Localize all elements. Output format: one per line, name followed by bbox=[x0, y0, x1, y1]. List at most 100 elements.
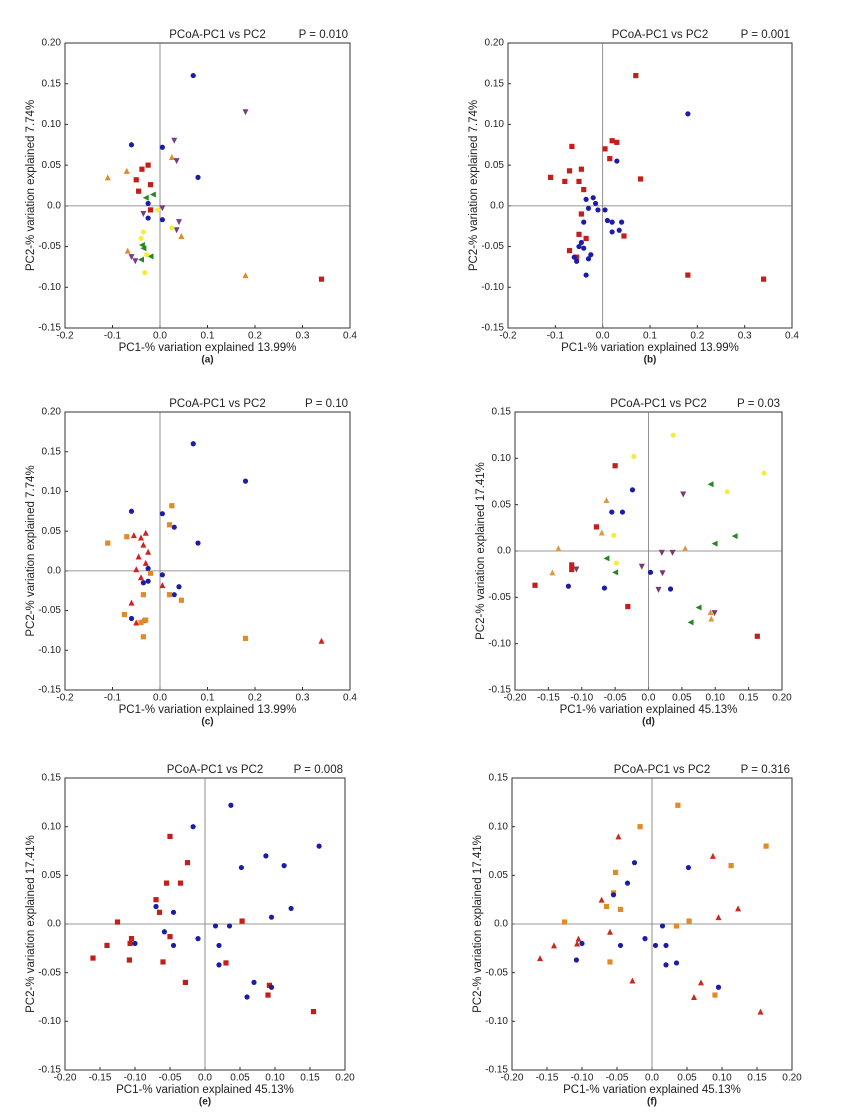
y-tick-label: -0.15 bbox=[481, 323, 504, 334]
point bbox=[238, 864, 244, 871]
point bbox=[574, 258, 580, 264]
point bbox=[614, 139, 620, 145]
x-axis-label: PC1-% variation explained 13.99% bbox=[119, 704, 297, 716]
point bbox=[124, 534, 130, 540]
y-tick-label: 0.05 bbox=[489, 870, 509, 881]
x-tick-label: -0.15 bbox=[536, 1073, 559, 1084]
point bbox=[637, 176, 644, 182]
point bbox=[633, 72, 639, 79]
point bbox=[178, 597, 184, 603]
point bbox=[598, 529, 605, 536]
point bbox=[195, 540, 201, 546]
x-tick-label: 0.10 bbox=[712, 1073, 732, 1084]
point bbox=[652, 942, 659, 949]
point bbox=[588, 252, 594, 258]
point bbox=[226, 923, 233, 929]
point bbox=[145, 548, 152, 555]
point bbox=[123, 167, 130, 174]
y-tick-label: -0.05 bbox=[38, 605, 61, 616]
x-tick-label: 0.0 bbox=[645, 1073, 659, 1084]
y-tick-label: -0.05 bbox=[485, 967, 508, 978]
point bbox=[637, 824, 643, 830]
point bbox=[242, 272, 249, 279]
point bbox=[642, 936, 648, 942]
point bbox=[140, 580, 146, 586]
point bbox=[711, 540, 718, 547]
point bbox=[133, 566, 140, 573]
point bbox=[566, 248, 573, 254]
point bbox=[682, 545, 689, 552]
point bbox=[581, 245, 587, 251]
point bbox=[590, 195, 596, 201]
y-tick-label: -0.15 bbox=[38, 685, 61, 696]
point bbox=[153, 903, 159, 910]
point bbox=[171, 137, 178, 144]
chart-title: PCoA-PC1 vs PC2 bbox=[169, 398, 266, 410]
y-tick-label: 0.05 bbox=[42, 870, 62, 881]
point bbox=[128, 936, 135, 942]
point bbox=[604, 217, 611, 224]
point bbox=[228, 802, 234, 808]
point bbox=[647, 569, 654, 575]
y-tick-label: 0.10 bbox=[42, 119, 62, 130]
point bbox=[712, 992, 718, 998]
point bbox=[763, 843, 769, 849]
y-tick-label: 0.15 bbox=[42, 446, 62, 457]
point bbox=[757, 1008, 764, 1015]
y-tick-label: -0.15 bbox=[38, 323, 61, 334]
x-tick-label: 0.0 bbox=[198, 1073, 212, 1084]
y-tick-label: -0.10 bbox=[38, 1016, 61, 1027]
point bbox=[585, 205, 592, 211]
point bbox=[685, 111, 691, 117]
y-tick-label: 0.15 bbox=[42, 773, 62, 784]
y-tick-label: -0.10 bbox=[38, 282, 61, 293]
point bbox=[609, 138, 615, 144]
point bbox=[695, 604, 702, 611]
point bbox=[133, 177, 139, 183]
point bbox=[549, 569, 556, 576]
point bbox=[153, 897, 159, 903]
x-tick-label: 0.0 bbox=[153, 693, 167, 704]
x-tick-label: -0.05 bbox=[606, 1073, 629, 1084]
panel: -0.20 -0.15 -0.10 -0.05 0.0 0.05 0.10 0.15 0.200… bbox=[475, 398, 792, 728]
y-axis-label: PC2-% variation explained 7.74% bbox=[25, 465, 37, 636]
y-tick-label: -0.05 bbox=[38, 967, 61, 978]
point bbox=[195, 936, 201, 942]
point bbox=[147, 182, 154, 188]
x-tick-label: 0.2 bbox=[690, 331, 704, 342]
x-tick-label: 0.1 bbox=[643, 331, 657, 342]
y-tick-label: -0.15 bbox=[485, 1065, 508, 1076]
point bbox=[707, 609, 714, 616]
x-tick-label: 0.15 bbox=[300, 1073, 320, 1084]
y-tick-label: -0.10 bbox=[38, 645, 61, 656]
point bbox=[603, 497, 610, 504]
point bbox=[663, 942, 669, 949]
panel-label: (c) bbox=[201, 717, 213, 728]
point bbox=[156, 909, 163, 915]
x-tick-label: -0.2 bbox=[56, 331, 74, 342]
point bbox=[145, 215, 151, 221]
y-tick-label: -0.15 bbox=[38, 1065, 61, 1076]
point bbox=[616, 227, 622, 233]
point bbox=[761, 276, 767, 282]
y-tick-label: 0.20 bbox=[42, 407, 62, 418]
x-tick-label: -0.15 bbox=[537, 693, 560, 704]
point bbox=[675, 802, 681, 808]
point bbox=[190, 824, 196, 830]
point bbox=[609, 509, 615, 515]
y-tick-label: 0.15 bbox=[42, 78, 62, 89]
point bbox=[728, 863, 734, 869]
point bbox=[136, 188, 142, 194]
y-tick-label: 0.05 bbox=[485, 160, 505, 171]
x-tick-label: -0.20 bbox=[54, 1073, 77, 1084]
y-axis-label: PC2-% variation explained 17.41% bbox=[475, 462, 487, 640]
point bbox=[161, 929, 167, 935]
point bbox=[149, 191, 156, 198]
point bbox=[592, 200, 599, 207]
point bbox=[130, 532, 137, 539]
p-value: P = 0.010 bbox=[299, 29, 348, 41]
chart-title: PCoA-PC1 vs PC2 bbox=[169, 29, 266, 41]
point bbox=[135, 553, 142, 560]
point bbox=[673, 960, 680, 966]
point bbox=[190, 441, 196, 447]
